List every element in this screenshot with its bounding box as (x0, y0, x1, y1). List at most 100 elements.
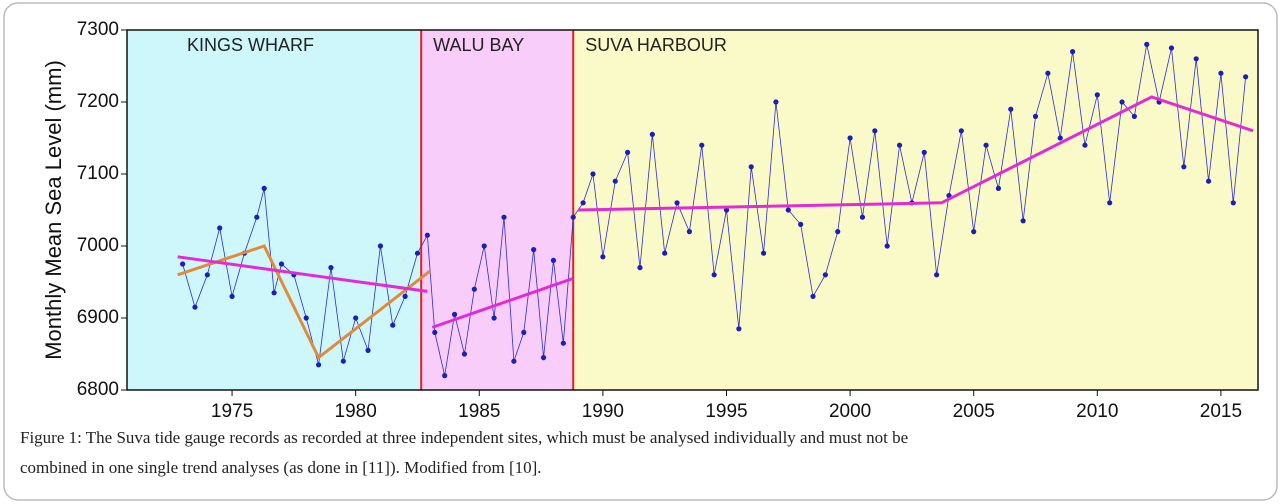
data-point (748, 164, 754, 170)
data-point (1008, 106, 1014, 112)
series-line (182, 44, 1247, 376)
data-point (835, 229, 841, 235)
data-point (971, 229, 977, 235)
data-point (511, 358, 517, 364)
data-point (847, 135, 853, 141)
data-point (1230, 200, 1236, 206)
data-point (180, 261, 186, 267)
y-tick-label: 7300 (77, 19, 119, 40)
data-point (896, 142, 903, 148)
data-point (625, 149, 631, 155)
region (127, 30, 422, 390)
data-point (491, 315, 497, 321)
data-point (271, 290, 277, 296)
data-point (822, 272, 828, 278)
data-point (612, 178, 618, 184)
data-point (390, 322, 396, 328)
data-point (983, 142, 989, 148)
data-point (859, 214, 866, 220)
data-point (442, 373, 448, 379)
data-point (328, 265, 334, 271)
data-point (1107, 200, 1113, 206)
data-point (192, 304, 198, 310)
data-point (501, 214, 507, 220)
region-label: SUVA HARBOUR (585, 35, 727, 55)
x-tick-label: 2015 (1200, 401, 1242, 422)
region (573, 30, 1258, 390)
caption-line: Figure 1: The Suva tide gauge records as… (20, 428, 908, 447)
data-point (1119, 99, 1125, 105)
x-tick-label: 1990 (582, 401, 624, 422)
data-point (1181, 164, 1187, 170)
data-point (229, 293, 235, 299)
data-point (550, 257, 557, 263)
data-point (580, 200, 586, 206)
data-point (773, 99, 779, 105)
data-point (958, 128, 964, 134)
data-point (872, 128, 878, 134)
x-tick-label: 2010 (1076, 401, 1118, 422)
data-point (798, 221, 804, 227)
data-point (531, 247, 537, 253)
data-point (1032, 113, 1039, 119)
data-point (1218, 70, 1224, 76)
data-point (590, 171, 596, 177)
data-point (570, 214, 576, 220)
data-point (461, 351, 468, 357)
data-point (1020, 218, 1026, 224)
data-point (340, 358, 346, 364)
data-point (637, 265, 643, 271)
data-point (649, 131, 655, 137)
data-point (254, 214, 260, 220)
region-label: KINGS WHARF (187, 35, 314, 55)
x-tick-label: 1985 (458, 401, 500, 422)
data-point (1057, 135, 1063, 141)
data-point (432, 329, 438, 335)
data-point (884, 243, 890, 249)
data-point (451, 311, 458, 317)
data-point (402, 293, 408, 299)
x-tick-label: 1975 (211, 401, 253, 422)
trend-line (431, 276, 574, 329)
data-point (711, 272, 717, 278)
y-axis-title: Monthly Mean Sea Level (mm) (41, 60, 66, 360)
data-point (1069, 49, 1076, 55)
data-point (921, 149, 927, 155)
data-point (1094, 92, 1100, 98)
caption-line: combined in one single trend analyses (a… (20, 458, 542, 477)
data-point (1082, 142, 1088, 148)
x-tick-label: 1980 (335, 401, 377, 422)
data-point (1243, 74, 1249, 80)
data-point (353, 315, 359, 321)
data-point (217, 225, 223, 231)
plot-border (126, 29, 1259, 391)
data-point (674, 200, 680, 206)
data-point (995, 185, 1002, 191)
data-point (662, 250, 668, 256)
data-point (521, 329, 527, 335)
data-point (261, 185, 267, 191)
data-point (471, 286, 477, 292)
y-tick-label: 7200 (77, 91, 119, 112)
data-point (1144, 41, 1150, 48)
x-tick-label: 2005 (953, 401, 995, 422)
data-point (736, 326, 742, 332)
region-label: WALU BAY (433, 35, 524, 55)
x-tick-label: 2000 (829, 401, 871, 422)
data-point (723, 207, 730, 213)
data-point (1193, 56, 1199, 62)
data-point (377, 243, 383, 249)
data-point (303, 315, 309, 321)
y-tick-label: 6900 (77, 307, 119, 328)
region (421, 30, 574, 390)
y-tick-label: 7000 (77, 235, 119, 256)
x-tick-label: 1995 (705, 401, 747, 422)
y-tick-label: 7100 (77, 163, 119, 184)
data-point (481, 243, 487, 249)
data-point (1131, 113, 1137, 119)
data-point (785, 207, 791, 213)
data-point (600, 254, 606, 260)
data-point (414, 250, 421, 256)
trend-line (177, 244, 431, 360)
data-point (1045, 70, 1051, 76)
